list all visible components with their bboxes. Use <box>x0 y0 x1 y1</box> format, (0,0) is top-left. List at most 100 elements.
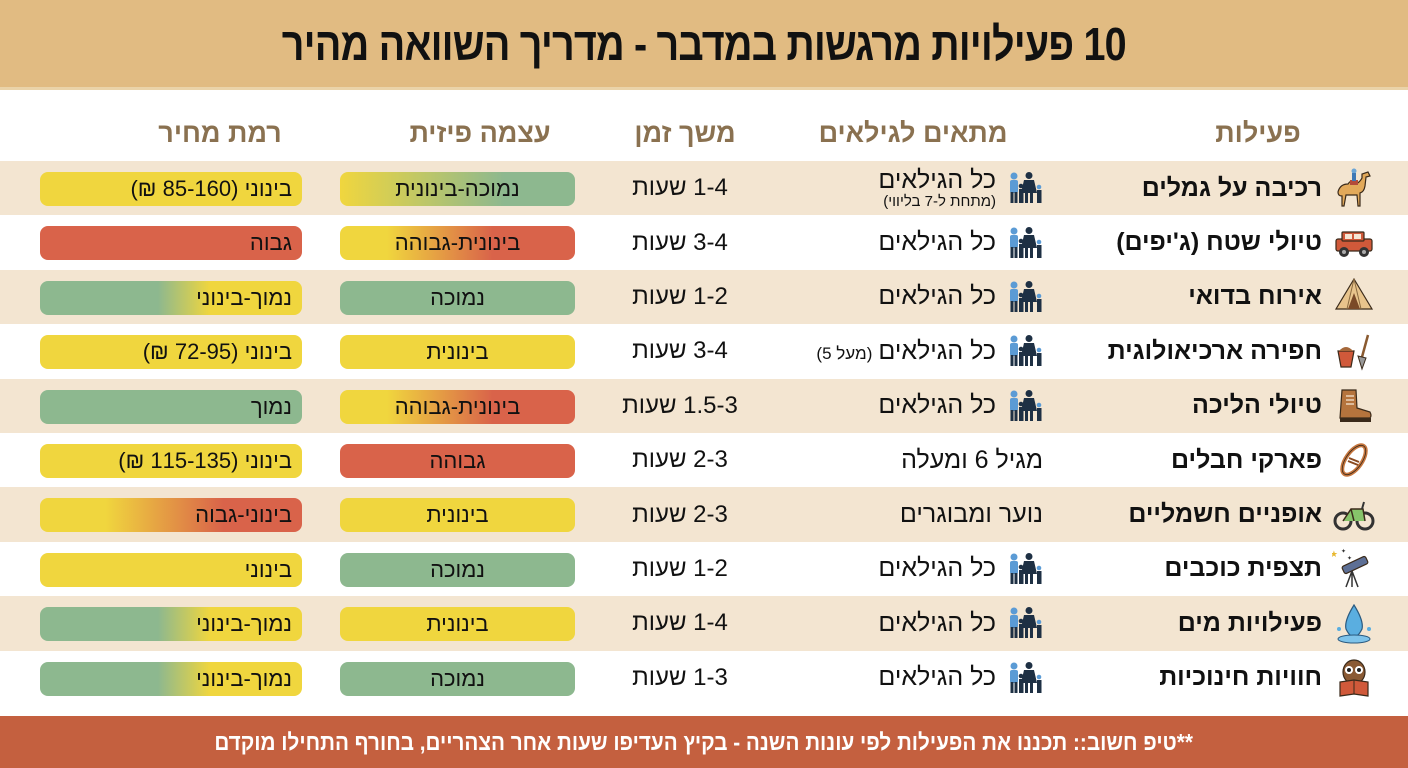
duration-cell: 1-4 שעות <box>632 609 728 637</box>
ages-cell: נוער ומבוגרים <box>743 487 1043 541</box>
hiking-boot-icon <box>1332 384 1376 428</box>
column-header-price: רמת מחיר <box>158 117 282 148</box>
physical-intensity-badge: בינונית <box>340 498 575 533</box>
activity-name: טיולי הליכה <box>1191 391 1322 420</box>
duration-cell: 2-3 שעות <box>632 500 728 528</box>
title-banner: 10 פעילויות מרגשות במדבר - מדריך השוואה … <box>0 0 1408 90</box>
price-level-badge: בינוני-גבוה <box>40 498 302 533</box>
price-level-badge: בינוני (72-95 ₪) <box>40 335 302 370</box>
water-drop-icon <box>1332 601 1376 645</box>
price-level-badge: בינוני (115-135 ₪) <box>40 444 302 478</box>
jeep-icon <box>1332 221 1376 265</box>
ages-text: כל הגילאים <box>878 228 996 257</box>
activity-name: אופניים חשמליים <box>1128 500 1322 529</box>
table-row: טיולי שטח (ג'יפים) כל הגילאים 3-4 שעות ב… <box>0 215 1408 270</box>
duration-cell: 2-3 שעות <box>632 446 728 474</box>
family-icon <box>1004 170 1046 206</box>
page-title: 10 פעילויות מרגשות במדבר - מדריך השוואה … <box>281 17 1127 70</box>
owl-book-icon <box>1332 656 1376 700</box>
activity-name: טיולי שטח (ג'יפים) <box>1116 228 1322 257</box>
ages-cell: כל הגילאים <box>746 542 1046 596</box>
ages-text: כל הגילאים <box>878 391 996 420</box>
physical-intensity-badge: נמוכה <box>340 280 575 315</box>
column-header-activity: פעילות <box>1215 117 1301 148</box>
family-icon <box>1004 279 1046 315</box>
table-row: ★ ✦ ✦ תצפית כוכבים כל הגילאים 1-2 שעות נמו… <box>0 541 1408 597</box>
physical-intensity-badge: בינונית-גבוהה <box>340 226 575 261</box>
physical-intensity-badge: נמוכה <box>340 661 575 696</box>
activity-cell: חוויות חינוכיות <box>1159 651 1376 705</box>
table-row: טיולי הליכה כל הגילאים 1.5-3 שעות בינוני… <box>0 378 1408 433</box>
physical-intensity-badge: בינונית <box>340 335 575 370</box>
ages-cell: כל הגילאים <box>746 270 1046 324</box>
family-icon <box>1004 551 1046 587</box>
duration-cell: 3-4 שעות <box>632 228 728 256</box>
activity-name: פעילויות מים <box>1177 608 1322 637</box>
camel-icon <box>1332 166 1376 210</box>
physical-intensity-badge: נמוכה <box>340 552 575 587</box>
activity-name: חפירה ארכיאולוגית <box>1107 336 1322 365</box>
ages-text: כל הגילאים <box>878 554 996 583</box>
ages-text: כל הגילאים <box>878 663 996 692</box>
price-level-badge: גבוה <box>40 226 302 261</box>
ages-text: כל הגילאים <box>878 336 996 365</box>
price-level-badge: בינוני (85-160 ₪) <box>40 172 302 206</box>
activity-cell: אופניים חשמליים <box>1128 487 1376 541</box>
physical-intensity-badge: בינונית <box>340 607 575 642</box>
activity-cell: טיולי הליכה <box>1192 379 1376 433</box>
ages-cell: כל הגילאים <box>746 379 1046 433</box>
price-level-badge: נמוך <box>40 389 302 424</box>
svg-text:★: ★ <box>1332 549 1338 559</box>
ages-text: כל הגילאים <box>878 608 996 637</box>
price-level-badge: נמוך-בינוני <box>40 607 302 642</box>
table-row: רכיבה על גמלים כל הגילאים (מתחת ל-7 בליו… <box>0 161 1408 216</box>
activity-cell: חפירה ארכיאולוגית <box>1108 324 1376 378</box>
activity-name: רכיבה על גמלים <box>1141 173 1322 202</box>
activity-name: תצפית כוכבים <box>1164 554 1322 583</box>
duration-cell: 3-4 שעות <box>632 337 728 365</box>
physical-intensity-badge: גבוהה <box>340 444 575 478</box>
ages-cell: כל הגילאים <box>746 651 1046 705</box>
family-icon <box>1004 388 1046 424</box>
duration-cell: 1-2 שעות <box>632 282 728 310</box>
table-row: חפירה ארכיאולוגית כל הגילאים (מעל 5) 3-4 … <box>0 324 1408 379</box>
column-header-duration: משך זמן <box>634 117 736 148</box>
table-row: חוויות חינוכיות כל הגילאים 1-3 שעות נמוכ… <box>0 650 1408 705</box>
column-header-physical: עצמה פיזית <box>409 117 551 148</box>
activity-cell: פעילויות מים <box>1178 596 1376 650</box>
table-row: אופניים חשמליים נוער ומבוגרים 2-3 שעות ב… <box>0 487 1408 542</box>
rope-carabiner-icon <box>1332 438 1376 482</box>
tip-text: **טיפ חשוב:: תכננו את הפעילות לפי עונות … <box>214 728 1194 755</box>
ages-cell: מגיל 6 ומעלה <box>743 433 1043 487</box>
family-icon <box>1004 660 1046 696</box>
ages-cell: כל הגילאים <box>746 215 1046 269</box>
tip-footer: **טיפ חשוב:: תכננו את הפעילות לפי עונות … <box>0 716 1408 768</box>
duration-cell: 1.5-3 שעות <box>622 391 738 419</box>
ages-cell: כל הגילאים <box>746 596 1046 650</box>
activity-cell: טיולי שטח (ג'יפים) <box>1116 215 1376 269</box>
activity-name: אירוח בדואי <box>1188 282 1322 311</box>
physical-intensity-badge: בינונית-גבוהה <box>340 389 575 424</box>
column-header-ages: מתאים לגילאים <box>818 117 1008 148</box>
svg-text:✦: ✦ <box>1347 555 1352 562</box>
price-level-badge: בינוני <box>40 552 302 587</box>
family-icon <box>1004 333 1046 369</box>
age-note: (מעל 5) <box>816 343 873 363</box>
ages-text: מגיל 6 ומעלה <box>901 445 1043 474</box>
family-icon <box>1004 225 1046 261</box>
svg-text:✦: ✦ <box>1341 548 1346 555</box>
ages-cell: כל הגילאים (מעל 5) <box>746 324 1046 378</box>
physical-intensity-badge: נמוכה-בינונית <box>340 172 575 206</box>
table-row: אירוח בדואי כל הגילאים 1-2 שעות נמוכה נמ… <box>0 269 1408 325</box>
duration-cell: 1-2 שעות <box>632 554 728 582</box>
table-row: פעילויות מים כל הגילאים 1-4 שעות בינונית… <box>0 596 1408 651</box>
shovel-bucket-icon <box>1332 329 1376 373</box>
ages-text: כל הגילאים <box>878 282 996 311</box>
activity-cell: פארקי חבלים <box>1171 433 1376 487</box>
activity-cell: אירוח בדואי <box>1188 270 1376 324</box>
age-note: (מתחת ל-7 בליווי) <box>883 192 996 210</box>
activity-cell: רכיבה על גמלים <box>1142 161 1376 215</box>
activity-name: פארקי חבלים <box>1171 445 1322 474</box>
table-row: פארקי חבלים מגיל 6 ומעלה 2-3 שעות גבוהה … <box>0 433 1408 488</box>
e-bike-icon <box>1332 493 1376 537</box>
